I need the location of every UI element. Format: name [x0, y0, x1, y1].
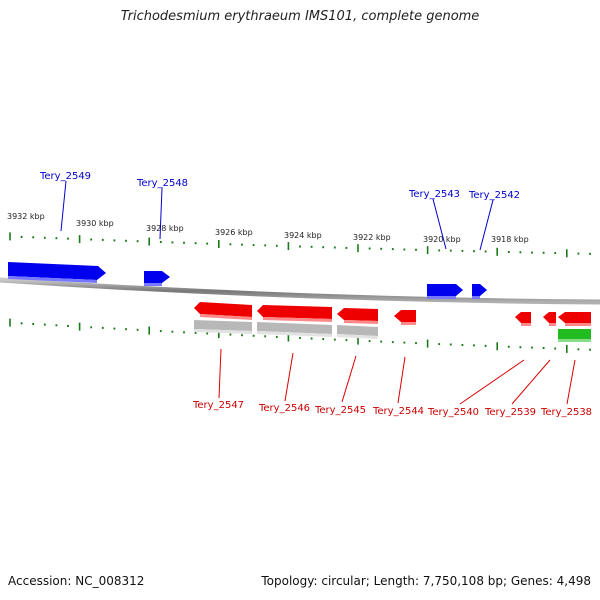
- gene-tery-2542[interactable]: [472, 284, 487, 299]
- gene-tery-2549[interactable]: [8, 262, 106, 283]
- gene-tery-2547[interactable]: [194, 302, 252, 320]
- reverse-genes: [194, 302, 591, 326]
- gene-label[interactable]: Tery_2545: [314, 405, 366, 416]
- gene-label[interactable]: Tery_2538: [540, 407, 592, 418]
- accession-text: Accession: NC_008312: [8, 574, 145, 588]
- gene-tery-2543[interactable]: [427, 284, 463, 299]
- gene-tery-2546[interactable]: [257, 305, 332, 322]
- map-title: Trichodesmium erythraeum IMS101, complet…: [120, 9, 480, 24]
- gene-tery-2545[interactable]: [337, 308, 378, 324]
- scale-label: 3918 kbp: [491, 235, 529, 244]
- gene-tery-2538[interactable]: [558, 312, 591, 326]
- gene-tery-2544[interactable]: [394, 310, 416, 325]
- gene-tery-2539[interactable]: [543, 312, 556, 326]
- gene-labels-top: Tery_2549 Tery_2548 Tery_2543 Tery_2542: [39, 171, 520, 201]
- scale-label: 3920 kbp: [423, 235, 461, 244]
- gene-label[interactable]: Tery_2539: [484, 407, 536, 418]
- genome-backbone: [0, 277, 600, 305]
- scale-label: 3932 kbp: [7, 212, 45, 221]
- gene-label[interactable]: Tery_2542: [468, 190, 520, 201]
- callout-lines-bottom: [218, 348, 576, 405]
- gene-label[interactable]: Tery_2540: [427, 407, 479, 418]
- gene-label[interactable]: Tery_2543: [408, 189, 460, 200]
- forward-genes: [8, 262, 487, 299]
- callout-lines-top: [60, 180, 494, 251]
- pseudogene-bar[interactable]: [337, 325, 378, 336]
- pseudogene-bar[interactable]: [257, 322, 332, 334]
- gene-label[interactable]: Tery_2548: [136, 178, 188, 189]
- gene-tery-2540[interactable]: [515, 312, 531, 326]
- scale-labels: 3932 kbp 3930 kbp 3928 kbp 3926 kbp 3924…: [7, 212, 529, 244]
- rna-feature-bar[interactable]: [558, 329, 591, 339]
- gene-label[interactable]: Tery_2549: [39, 171, 91, 182]
- secondary-track: [194, 320, 591, 342]
- scale-label: 3930 kbp: [76, 219, 114, 228]
- gene-label[interactable]: Tery_2546: [258, 403, 310, 414]
- scale-label: 3928 kbp: [146, 224, 184, 233]
- scale-ticks-top: [9, 232, 591, 258]
- gene-tery-2548[interactable]: [144, 271, 170, 286]
- genome-summary-text: Topology: circular; Length: 7,750,108 bp…: [261, 574, 591, 588]
- scale-label: 3924 kbp: [284, 231, 322, 240]
- gene-labels-bottom: Tery_2547 Tery_2546 Tery_2545 Tery_2544 …: [192, 400, 592, 418]
- pseudogene-bar[interactable]: [194, 320, 252, 331]
- gene-label[interactable]: Tery_2547: [192, 400, 244, 411]
- scale-label: 3922 kbp: [353, 233, 391, 242]
- gene-label[interactable]: Tery_2544: [372, 406, 424, 417]
- scale-label: 3926 kbp: [215, 228, 253, 237]
